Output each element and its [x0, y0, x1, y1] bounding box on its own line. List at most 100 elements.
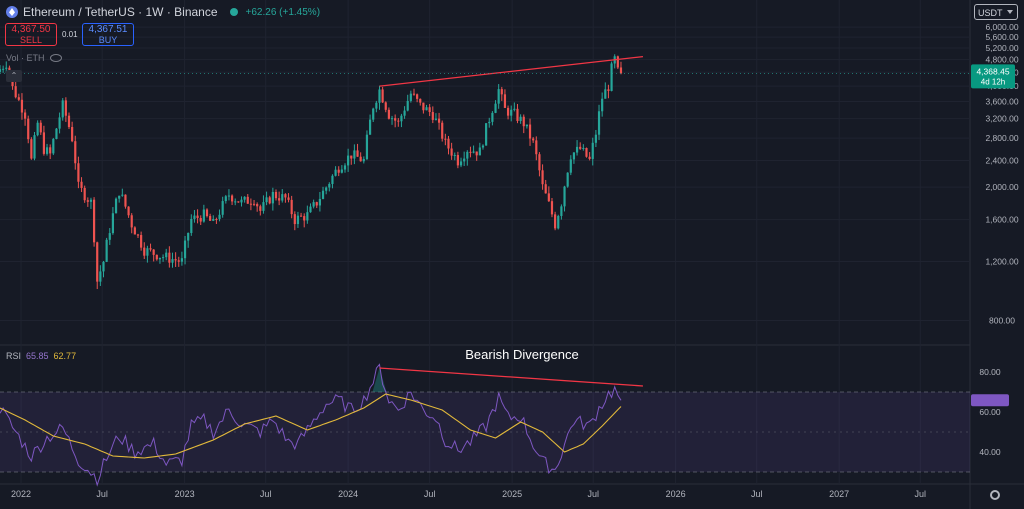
candle-body[interactable]: [183, 240, 187, 259]
candle-body[interactable]: [52, 138, 55, 154]
candle-body[interactable]: [554, 214, 557, 229]
candle-body[interactable]: [33, 135, 36, 159]
volume-legend[interactable]: Vol · ETH: [6, 53, 62, 63]
candle-body[interactable]: [315, 202, 318, 206]
candle-body[interactable]: [309, 206, 312, 213]
candle-body[interactable]: [444, 138, 447, 140]
rsi-panel[interactable]: Bearish Divergence: [0, 347, 970, 487]
candle-body[interactable]: [130, 215, 133, 228]
candle-body[interactable]: [161, 257, 165, 259]
candle-body[interactable]: [293, 214, 296, 225]
candle-body[interactable]: [328, 183, 331, 188]
candle-body[interactable]: [516, 108, 519, 121]
candle-body[interactable]: [535, 140, 538, 155]
candle-body[interactable]: [202, 209, 205, 222]
candle-body[interactable]: [428, 107, 431, 113]
candle-body[interactable]: [42, 132, 46, 154]
candle-body[interactable]: [419, 98, 422, 103]
collapse-legend-button[interactable]: ⌃: [6, 70, 22, 82]
candle-body[interactable]: [528, 124, 532, 139]
candle-body[interactable]: [249, 203, 252, 205]
candle-body[interactable]: [55, 128, 58, 139]
candle-body[interactable]: [259, 206, 262, 211]
candle-body[interactable]: [372, 108, 375, 120]
candle-body[interactable]: [594, 134, 597, 143]
candle-body[interactable]: [171, 259, 174, 263]
candle-body[interactable]: [431, 112, 434, 120]
candle-body[interactable]: [510, 109, 513, 116]
candle-body[interactable]: [20, 99, 24, 113]
candle-body[interactable]: [215, 218, 218, 220]
candle-body[interactable]: [155, 254, 158, 260]
candle-body[interactable]: [422, 102, 425, 111]
candle-body[interactable]: [343, 165, 347, 170]
candle-body[interactable]: [619, 67, 623, 74]
candle-body[interactable]: [569, 159, 572, 173]
candle-body[interactable]: [582, 147, 585, 149]
candle-body[interactable]: [434, 118, 438, 120]
candle-body[interactable]: [544, 184, 547, 194]
candle-body[interactable]: [205, 209, 209, 217]
candle-body[interactable]: [541, 170, 544, 185]
candle-body[interactable]: [71, 127, 74, 142]
eye-hidden-icon[interactable]: [49, 54, 62, 62]
candle-body[interactable]: [174, 259, 177, 261]
candle-body[interactable]: [503, 94, 507, 108]
candle-body[interactable]: [500, 89, 503, 95]
candle-body[interactable]: [375, 102, 378, 109]
candle-body[interactable]: [303, 216, 306, 221]
candle-body[interactable]: [143, 247, 146, 256]
candle-body[interactable]: [5, 67, 8, 69]
candle-body[interactable]: [271, 191, 274, 204]
candle-body[interactable]: [387, 109, 390, 119]
candle-body[interactable]: [572, 152, 576, 160]
candle-body[interactable]: [290, 199, 293, 215]
candle-body[interactable]: [237, 201, 240, 203]
candle-body[interactable]: [299, 215, 303, 217]
candle-body[interactable]: [472, 151, 475, 153]
candle-body[interactable]: [494, 103, 497, 113]
candle-body[interactable]: [359, 156, 362, 162]
candle-body[interactable]: [152, 249, 155, 255]
candle-body[interactable]: [23, 112, 27, 119]
candle-body[interactable]: [497, 89, 500, 104]
candle-body[interactable]: [337, 169, 340, 173]
candle-body[interactable]: [45, 147, 49, 154]
candle-body[interactable]: [466, 151, 469, 159]
candle-body[interactable]: [196, 215, 199, 218]
candle-body[interactable]: [560, 206, 563, 216]
candle-body[interactable]: [394, 118, 397, 121]
candle-body[interactable]: [453, 155, 456, 157]
candle-body[interactable]: [80, 181, 83, 188]
candle-body[interactable]: [538, 154, 541, 171]
candle-body[interactable]: [563, 186, 566, 207]
candle-body[interactable]: [36, 122, 39, 136]
candle-body[interactable]: [67, 115, 71, 128]
candle-body[interactable]: [61, 100, 64, 118]
candle-body[interactable]: [27, 118, 30, 140]
candle-body[interactable]: [256, 204, 259, 207]
candle-body[interactable]: [58, 117, 61, 129]
candle-body[interactable]: [133, 227, 136, 235]
candle-body[interactable]: [525, 124, 528, 127]
candle-body[interactable]: [187, 232, 190, 241]
candle-body[interactable]: [230, 195, 234, 202]
candle-body[interactable]: [158, 257, 162, 260]
candle-body[interactable]: [121, 194, 124, 196]
candle-body[interactable]: [86, 200, 89, 202]
candle-body[interactable]: [111, 213, 115, 234]
candle-body[interactable]: [278, 198, 281, 201]
candle-body[interactable]: [601, 98, 604, 112]
candle-body[interactable]: [99, 271, 102, 282]
candle-body[interactable]: [566, 172, 569, 187]
candle-body[interactable]: [124, 194, 127, 207]
candle-body[interactable]: [459, 161, 463, 166]
candle-body[interactable]: [312, 202, 315, 207]
candle-body[interactable]: [0, 69, 2, 72]
candle-body[interactable]: [597, 111, 601, 135]
candle-body[interactable]: [447, 138, 450, 149]
candle-body[interactable]: [575, 146, 579, 153]
candle-body[interactable]: [165, 252, 168, 258]
candle-body[interactable]: [607, 89, 610, 91]
